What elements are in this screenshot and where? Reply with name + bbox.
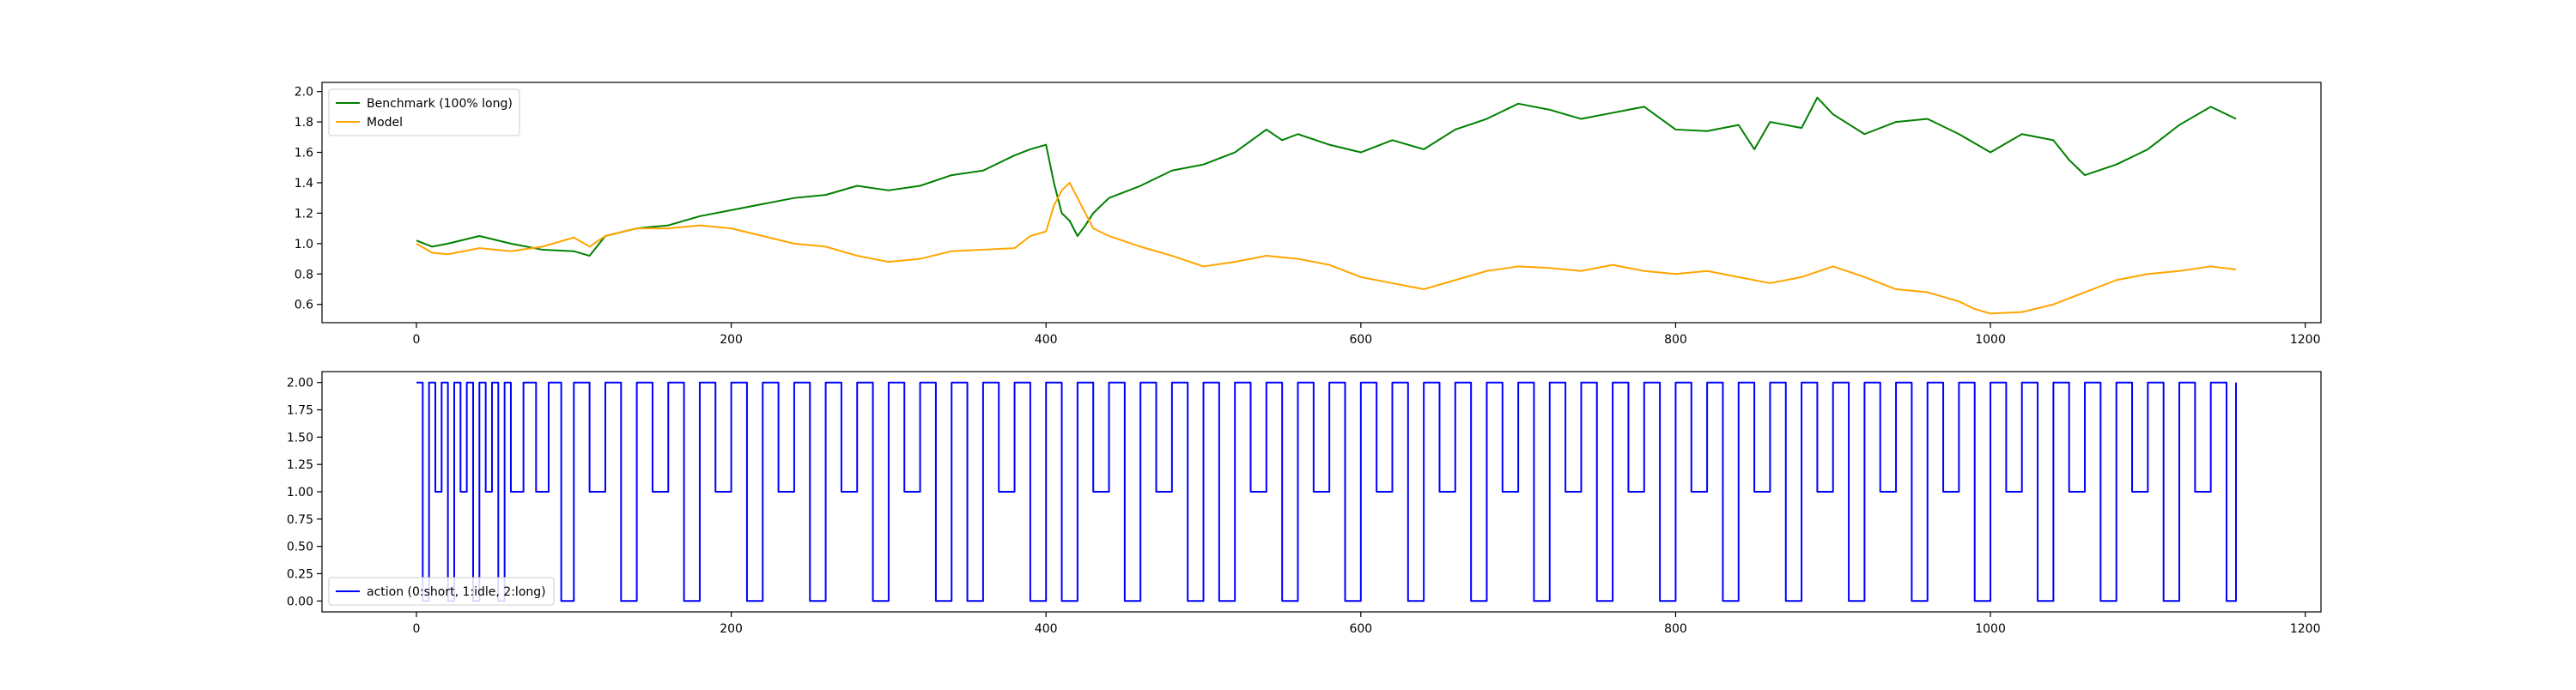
chart-panel-1: 0 200 400 600 800 1000 1200 0.00 0.25 0.50 0.75 1.0… [287, 371, 2322, 636]
y-tick-label: 1.50 [287, 431, 313, 445]
y-tick-label: 1.00 [287, 486, 313, 499]
y-tick-label: 1.6 [295, 147, 313, 160]
x-tick-label: 400 [1035, 622, 1058, 636]
y-tick-label: 1.4 [295, 177, 313, 191]
x-tick-label: 0 [413, 622, 421, 636]
x-tick-label: 0 [413, 333, 421, 347]
x-tick-label: 600 [1349, 622, 1372, 636]
x-tick-label: 1200 [2290, 622, 2321, 636]
series-line-0 [416, 96, 2237, 257]
y-tick-label: 0.25 [287, 567, 313, 581]
x-tick-label: 200 [720, 333, 743, 347]
series-line-1 [416, 181, 2237, 315]
y-tick-label: 1.0 [295, 238, 313, 251]
y-tick-label: 1.8 [295, 116, 313, 130]
x-tick-label: 800 [1664, 333, 1687, 347]
x-tick-label: 600 [1349, 333, 1372, 347]
x-tick-label: 800 [1664, 622, 1687, 636]
axes-frame-0 [321, 82, 2322, 324]
x-tick-label: 1000 [1975, 333, 2006, 347]
legend-label: Model [367, 116, 403, 130]
chart-panel-0: 0 200 400 600 800 1000 1200 0.6 0.8 1.0 1.2 1.4 1.6 1… [295, 82, 2322, 347]
x-tick-label: 400 [1035, 333, 1058, 347]
legend-1: action (0:short, 1:idle, 2:long) [328, 577, 555, 606]
legend-box [328, 88, 520, 136]
x-tick-label: 1000 [1975, 622, 2006, 636]
x-tick-label: 1200 [2290, 333, 2321, 347]
x-tick-label: 200 [720, 622, 743, 636]
y-tick-label: 0.75 [287, 513, 313, 527]
y-tick-label: 2.0 [295, 86, 313, 100]
y-tick-label: 1.75 [287, 404, 313, 418]
series-line-0 [416, 381, 2238, 602]
y-tick-label: 0.50 [287, 541, 313, 554]
y-tick-label: 0.00 [287, 595, 313, 608]
legend-label: action (0:short, 1:idle, 2:long) [367, 585, 546, 599]
y-tick-label: 1.25 [287, 458, 313, 472]
legend-box [328, 577, 555, 606]
legend-label: Benchmark (100% long) [367, 97, 513, 111]
y-tick-label: 2.00 [287, 377, 313, 390]
y-tick-label: 0.6 [295, 299, 313, 312]
y-tick-label: 1.2 [295, 207, 313, 221]
y-tick-label: 0.8 [295, 268, 313, 281]
legend-0: Benchmark (100% long) Model [328, 88, 520, 136]
